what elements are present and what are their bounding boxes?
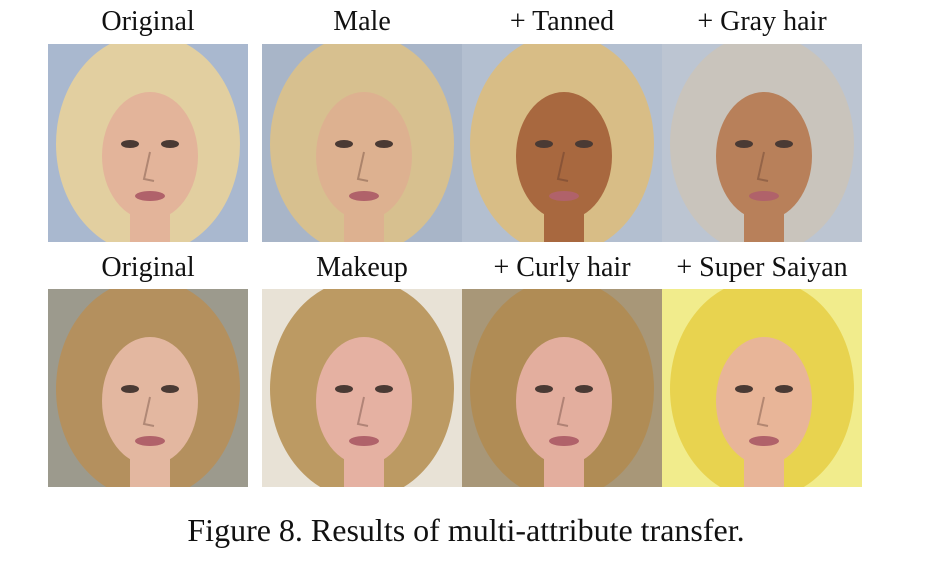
image-curly-hair — [462, 289, 662, 487]
column-label-original-row2: Original — [101, 252, 195, 283]
column-label-curly-hair: + Curly hair — [493, 252, 631, 283]
image-makeup — [262, 289, 462, 487]
column-label-makeup: Makeup — [316, 252, 408, 283]
image-tanned — [462, 44, 662, 242]
makeup-transfer-photo — [262, 289, 462, 487]
image-male — [262, 44, 462, 242]
male-transfer-photo — [262, 44, 462, 242]
column-label-original-row1: Original — [101, 6, 195, 37]
column-label-super-saiyan: + Super Saiyan — [676, 252, 848, 283]
column-label-tanned: + Tanned — [509, 6, 615, 37]
tanned-male-photo — [462, 44, 662, 242]
image-original-woman-2 — [48, 289, 248, 487]
image-original-woman-1 — [48, 44, 248, 242]
figure-caption: Figure 8. Results of multi-attribute tra… — [187, 512, 745, 548]
brown-hair-woman-portrait-photo — [48, 289, 248, 487]
image-gray-hair — [662, 44, 862, 242]
image-super-saiyan — [662, 289, 862, 487]
column-label-male: Male — [333, 6, 391, 37]
super-saiyan-transfer-photo — [662, 289, 862, 487]
curly-hair-transfer-photo — [462, 289, 662, 487]
column-label-gray-hair: + Gray hair — [697, 6, 827, 37]
gray-hair-male-photo — [662, 44, 862, 242]
blonde-woman-portrait-photo — [48, 44, 248, 242]
